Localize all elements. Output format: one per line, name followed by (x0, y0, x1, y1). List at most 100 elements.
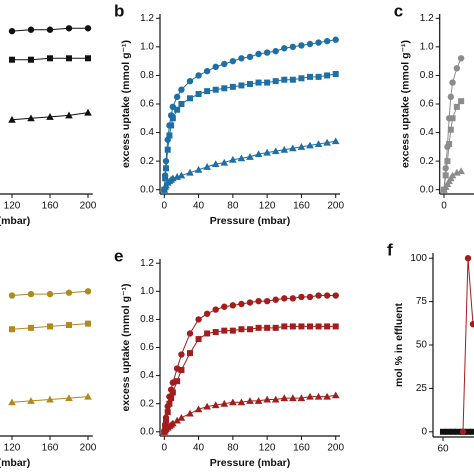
marker (306, 392, 314, 400)
marker (450, 428, 456, 435)
marker (457, 167, 465, 175)
marker (323, 37, 331, 45)
marker (440, 428, 446, 435)
marker (173, 93, 181, 101)
marker (186, 77, 194, 85)
marker (186, 330, 194, 337)
marker (272, 78, 279, 85)
marker (445, 428, 451, 435)
marker (46, 26, 54, 33)
marker (166, 132, 173, 139)
marker (272, 47, 279, 55)
marker (8, 398, 16, 406)
marker (255, 297, 262, 305)
y-tick-label: 0.2 (420, 156, 434, 167)
marker (229, 155, 237, 163)
marker (84, 108, 92, 116)
x-tick-label: 80 (227, 443, 239, 454)
y-tick-label: 0.8 (140, 70, 154, 81)
x-tick-label: 120 (259, 443, 276, 454)
marker (237, 398, 246, 406)
marker (186, 409, 194, 417)
y-tick-label: 1.2 (140, 13, 154, 24)
marker (448, 171, 457, 179)
y-tick-label: 0.2 (140, 398, 154, 409)
marker (238, 55, 245, 62)
x-tick-label: 160 (293, 201, 310, 212)
marker (204, 88, 211, 95)
marker (168, 395, 175, 402)
marker (221, 85, 228, 92)
marker (289, 323, 296, 330)
marker (442, 172, 449, 179)
marker (229, 302, 237, 309)
marker (281, 76, 288, 83)
marker (247, 81, 253, 87)
x-axis-label: Pressure (mbar) (0, 457, 30, 469)
marker (163, 165, 169, 172)
marker (297, 394, 306, 402)
marker (246, 397, 254, 404)
y-tick-label: 0.0 (140, 184, 154, 195)
marker (470, 428, 474, 435)
marker (271, 395, 280, 403)
marker (162, 423, 169, 430)
marker (298, 75, 305, 82)
marker (173, 416, 181, 424)
marker (444, 158, 451, 165)
marker (203, 310, 211, 317)
marker (289, 295, 297, 302)
x-tick-label: 200 (80, 201, 97, 212)
marker (46, 290, 54, 298)
marker (264, 324, 271, 331)
marker (324, 72, 331, 79)
marker (27, 114, 35, 122)
marker (246, 53, 254, 61)
x-axis-label: Pressure (mbar) (210, 457, 291, 469)
marker (66, 55, 72, 62)
marker (163, 417, 169, 424)
y-tick-label: 0 (421, 426, 427, 437)
x-tick-label: 0 (162, 201, 168, 212)
x-tick-label: 160 (42, 443, 59, 454)
marker (178, 366, 185, 373)
marker (247, 326, 253, 333)
x-axis-label: Pressure (mbar) (0, 215, 30, 227)
marker (166, 400, 173, 407)
marker (177, 413, 186, 421)
y-tick-label: 0.4 (140, 370, 154, 381)
marker (211, 160, 220, 167)
x-tick-label: 40 (193, 443, 205, 454)
marker (169, 389, 176, 396)
y-tick-label: 1.0 (140, 286, 154, 297)
x-tick-label: 80 (227, 201, 239, 212)
marker (255, 50, 262, 58)
y-tick-label: 0.0 (420, 184, 434, 195)
marker (84, 288, 92, 295)
marker (271, 147, 280, 155)
marker (178, 101, 185, 107)
x-tick-label: 200 (80, 443, 97, 454)
marker (306, 40, 314, 48)
y-axis-label: excess uptake (mmol g⁻¹) (120, 283, 132, 411)
x-tick-label: 200 (327, 443, 344, 454)
marker (289, 76, 296, 83)
marker (298, 42, 305, 49)
marker (221, 60, 228, 68)
x-tick-label: 200 (327, 201, 344, 212)
y-tick-label: 0.6 (140, 99, 154, 110)
series-line (462, 258, 474, 432)
marker (442, 165, 449, 172)
marker (65, 289, 73, 296)
marker (84, 392, 92, 400)
marker (212, 329, 219, 336)
marker (66, 322, 72, 329)
x-tick-label: 160 (42, 201, 59, 212)
marker (281, 323, 288, 330)
marker (464, 255, 472, 262)
y-axis-label: mol % in effluent (393, 302, 405, 387)
marker (331, 137, 340, 145)
marker (447, 93, 455, 101)
marker (178, 86, 185, 93)
marker (446, 141, 453, 147)
